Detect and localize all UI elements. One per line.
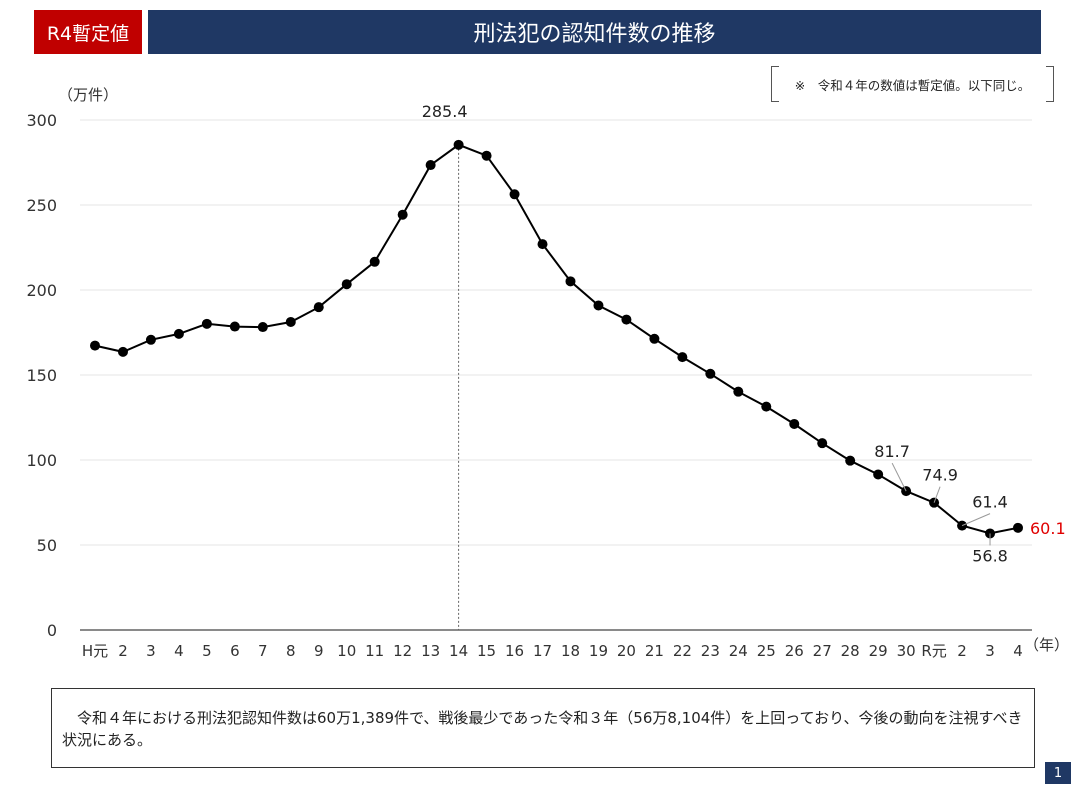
x-tick-label: 4 xyxy=(174,642,184,660)
data-point xyxy=(649,333,660,344)
annotation-leader xyxy=(961,513,991,527)
x-tick-label: 3 xyxy=(985,642,995,660)
data-point xyxy=(90,340,100,351)
provisional-badge: R4暫定値 xyxy=(34,10,142,54)
data-point xyxy=(257,322,268,333)
y-tick-label: 300 xyxy=(26,111,57,130)
x-tick-label: 11 xyxy=(365,642,384,660)
y-tick-label: 200 xyxy=(26,281,57,300)
x-tick-label: 12 xyxy=(393,642,412,660)
x-tick-label: 22 xyxy=(673,642,692,660)
data-point xyxy=(229,321,240,332)
data-point xyxy=(285,316,296,327)
data-label: 60.1 xyxy=(1030,519,1066,538)
x-tick-label: 4 xyxy=(1013,642,1023,660)
data-point xyxy=(369,256,380,267)
data-point xyxy=(873,469,884,480)
x-tick-label: H元 xyxy=(82,642,108,660)
data-point xyxy=(621,314,632,325)
x-tick-label: 17 xyxy=(533,642,552,660)
annotation-leader xyxy=(891,462,907,492)
series-line xyxy=(94,143,1019,535)
y-tick-label: 150 xyxy=(26,366,57,385)
data-label: 285.4 xyxy=(422,102,468,121)
data-point xyxy=(425,160,436,171)
y-axis-title: （万件） xyxy=(58,86,118,104)
y-tick-label: 250 xyxy=(26,196,57,215)
data-point xyxy=(733,386,744,397)
data-label: 61.4 xyxy=(972,493,1008,512)
data-label: 74.9 xyxy=(922,466,958,485)
x-tick-label: 25 xyxy=(757,642,776,660)
x-tick-label: 24 xyxy=(729,642,748,660)
data-point xyxy=(341,279,352,290)
data-point xyxy=(397,209,408,220)
data-point xyxy=(145,334,156,345)
x-tick-label: 5 xyxy=(202,642,212,660)
data-point xyxy=(481,150,492,161)
data-label: 56.8 xyxy=(972,546,1008,565)
x-tick-label: 27 xyxy=(813,642,832,660)
x-tick-label: 18 xyxy=(561,642,580,660)
data-point xyxy=(789,418,800,429)
x-tick-label: 20 xyxy=(617,642,636,660)
x-tick-label: 10 xyxy=(337,642,356,660)
data-label: 81.7 xyxy=(874,442,910,461)
x-tick-label: 14 xyxy=(449,642,468,660)
data-point xyxy=(509,189,520,200)
x-tick-label: 28 xyxy=(841,642,860,660)
x-tick-label: R元 xyxy=(921,642,946,660)
x-tick-label: 26 xyxy=(785,642,804,660)
x-tick-label: 21 xyxy=(645,642,664,660)
data-point xyxy=(677,352,688,363)
data-point xyxy=(705,368,716,379)
data-point xyxy=(761,401,772,412)
x-tick-label: 3 xyxy=(146,642,156,660)
data-point xyxy=(453,139,464,150)
x-tick-label: 9 xyxy=(314,642,324,660)
annotation-leader xyxy=(933,486,941,503)
y-tick-label: 0 xyxy=(47,621,57,640)
data-point xyxy=(565,276,576,287)
provisional-note: ※ 令和４年の数値は暫定値。以下同じ。 xyxy=(771,66,1054,102)
x-tick-label: 23 xyxy=(701,642,720,660)
data-point xyxy=(817,438,828,449)
x-tick-label: 19 xyxy=(589,642,608,660)
data-point xyxy=(1013,522,1023,533)
x-tick-label: 7 xyxy=(258,642,268,660)
x-tick-label: 30 xyxy=(897,642,916,660)
x-tick-label: 8 xyxy=(286,642,296,660)
x-tick-label: 13 xyxy=(421,642,440,660)
x-tick-label: 2 xyxy=(957,642,967,660)
data-point xyxy=(845,455,856,466)
x-tick-label: 29 xyxy=(869,642,888,660)
y-tick-label: 50 xyxy=(37,536,57,555)
y-tick-label: 100 xyxy=(26,451,57,470)
data-point xyxy=(201,318,212,329)
x-tick-label: 15 xyxy=(477,642,496,660)
page-title: 刑法犯の認知件数の推移 xyxy=(148,10,1041,54)
x-tick-label: 2 xyxy=(118,642,128,660)
x-tick-label: 16 xyxy=(505,642,524,660)
summary-box: 令和４年における刑法犯認知件数は60万1,389件で、戦後最少であった令和３年（… xyxy=(51,688,1035,768)
data-point xyxy=(593,300,604,311)
x-axis-title: （年） xyxy=(1024,636,1069,654)
data-point xyxy=(173,328,184,339)
data-point xyxy=(537,239,548,250)
data-point xyxy=(117,346,128,357)
data-point xyxy=(313,302,324,313)
page-number: 1 xyxy=(1045,762,1071,784)
x-tick-label: 6 xyxy=(230,642,240,660)
